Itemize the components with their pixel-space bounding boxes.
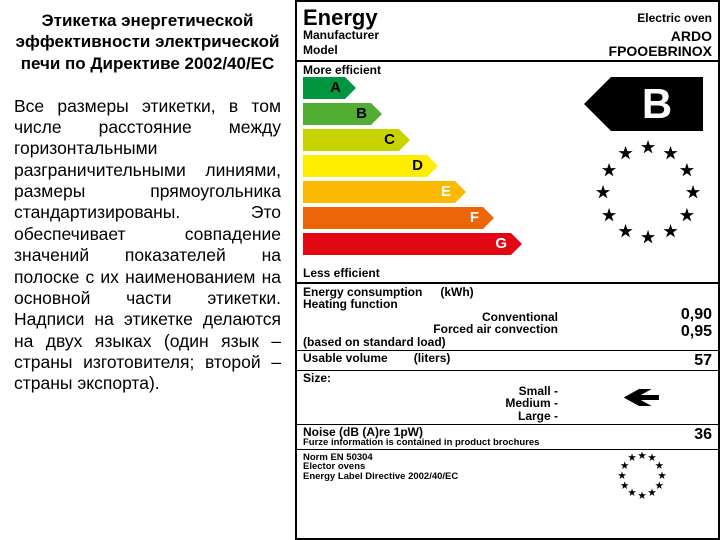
energy-label: Energy Electric oven Manufacturer ARDO M… [295, 0, 720, 540]
heating-label: Heating function [303, 298, 558, 311]
bar-f: F [303, 207, 483, 229]
left-title: Этикетка энергетической эффективности эл… [14, 10, 281, 74]
volume-label: Usable volume [303, 352, 388, 370]
eu-stars-small: ★★★★★★★★★★★★ [614, 451, 670, 501]
rating-bars: ABCDEFG [303, 77, 563, 267]
size-label: Size: [303, 372, 558, 385]
size-large: Large - [303, 410, 558, 423]
footer-directive: Energy Label Directive 2002/40/EC [303, 472, 558, 482]
less-efficient: Less efficient [303, 267, 712, 280]
bar-c: C [303, 129, 399, 151]
footer-brochure: Furze information is contained in produc… [303, 438, 558, 448]
left-body: Все размеры этикетки, в том числе рассто… [14, 96, 281, 395]
more-efficient: More efficient [303, 64, 712, 77]
manufacturer-label: Manufacturer [303, 29, 379, 44]
eu-stars: ★★★★★★★★★★★★ [593, 139, 703, 249]
model-value: FPOOEBRINOX [609, 44, 712, 59]
value-conventional: 0,90 [572, 306, 712, 324]
energy-title: Energy [303, 6, 378, 29]
manufacturer-value: ARDO [671, 29, 712, 44]
volume-value: 57 [572, 352, 712, 370]
consumption-unit: (kWh) [440, 286, 473, 299]
value-forced: 0,95 [572, 323, 712, 341]
noise-value: 36 [572, 426, 712, 448]
bar-d: D [303, 155, 427, 177]
product-type: Electric oven [637, 6, 712, 29]
volume-unit: (liters) [414, 352, 451, 370]
rating-badge: B [611, 77, 703, 131]
based-load: (based on standard load) [303, 336, 558, 349]
model-label: Model [303, 44, 338, 59]
arrow-left-icon: 🡸 [623, 387, 661, 408]
bar-e: E [303, 181, 455, 203]
bar-a: A [303, 77, 345, 99]
left-column: Этикетка энергетической эффективности эл… [0, 0, 295, 540]
bar-g: G [303, 233, 511, 255]
bar-b: B [303, 103, 371, 125]
